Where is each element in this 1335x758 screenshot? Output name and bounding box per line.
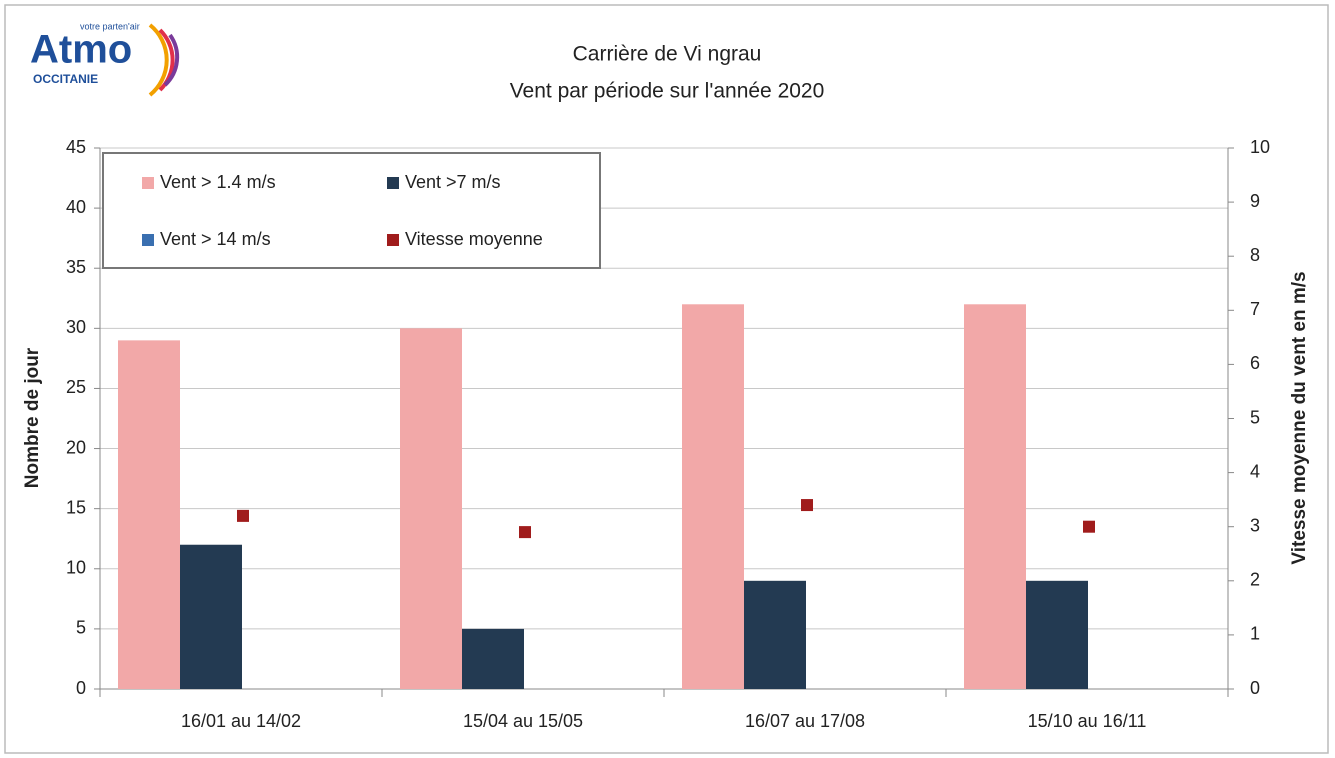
- y2-tick-label: 9: [1250, 191, 1260, 211]
- bar: [462, 628, 524, 689]
- y-tick-label: 45: [66, 137, 86, 157]
- y2-tick-label: 0: [1250, 678, 1260, 698]
- legend-label: Vent > 14 m/s: [160, 229, 271, 249]
- y2-tick-label: 6: [1250, 353, 1260, 373]
- x-tick-label: 16/07 au 17/08: [745, 711, 865, 731]
- y2-tick-label: 8: [1250, 245, 1260, 265]
- logo: Atmo OCCITANIE votre parten'air: [30, 21, 180, 97]
- y-tick-label: 35: [66, 257, 86, 277]
- y-tick-label: 25: [66, 377, 86, 397]
- legend-swatch: [387, 234, 399, 246]
- logo-tagline: votre parten'air: [80, 21, 140, 31]
- logo-name: Atmo: [30, 28, 132, 72]
- y-tick-label: 15: [66, 497, 86, 517]
- y2-tick-label: 4: [1250, 461, 1260, 481]
- y2-tick-label: 5: [1250, 407, 1260, 427]
- logo-region: OCCITANIE: [33, 72, 98, 86]
- y2-tick-label: 10: [1250, 137, 1270, 157]
- marker: [519, 526, 531, 539]
- bar: [400, 328, 462, 689]
- marker: [237, 509, 249, 522]
- y2-tick-label: 7: [1250, 299, 1260, 319]
- y-tick-label: 10: [66, 558, 86, 578]
- y2-tick-label: 3: [1250, 515, 1260, 535]
- y-tick-label: 40: [66, 197, 86, 217]
- bar: [1026, 580, 1088, 689]
- logo-arc: [148, 23, 169, 97]
- y-axis-label: Nombre de jour: [22, 347, 43, 488]
- x-tick-label: 16/01 au 14/02: [181, 711, 301, 731]
- bar: [682, 304, 744, 689]
- y-tick-label: 0: [76, 678, 86, 698]
- x-tick-label: 15/10 au 16/11: [1028, 711, 1147, 731]
- marker: [1083, 520, 1095, 533]
- y2-tick-label: 1: [1250, 624, 1260, 644]
- logo-arc: [163, 33, 180, 87]
- legend-swatch: [142, 234, 154, 246]
- x-tick-label: 15/04 au 15/05: [463, 711, 583, 731]
- marker: [801, 499, 813, 512]
- bar: [744, 580, 806, 689]
- bar: [180, 544, 242, 689]
- legend-box: [102, 152, 601, 269]
- legend-label: Vitesse moyenne: [405, 229, 543, 249]
- bar: [964, 304, 1026, 689]
- legend-swatch: [387, 177, 399, 189]
- legend-label: Vent > 1.4 m/s: [160, 172, 276, 192]
- y-tick-label: 5: [76, 618, 86, 638]
- y2-tick-label: 2: [1250, 570, 1260, 590]
- bar: [118, 340, 180, 689]
- legend-swatch: [142, 177, 154, 189]
- y2-axis-label: Vitesse moyenne du vent en m/s: [1289, 271, 1310, 564]
- y-tick-label: 20: [66, 437, 86, 457]
- y-tick-label: 30: [66, 317, 86, 337]
- chart-title: Carrière de Vi ngrau: [573, 43, 762, 66]
- chart-subtitle: Vent par période sur l'année 2020: [510, 80, 825, 103]
- legend-label: Vent >7 m/s: [405, 172, 501, 192]
